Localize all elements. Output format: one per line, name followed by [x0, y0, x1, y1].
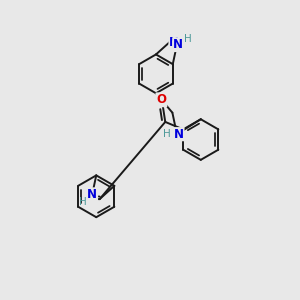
- Text: H: H: [184, 34, 192, 44]
- Text: O: O: [156, 93, 167, 106]
- Text: N: N: [174, 128, 184, 141]
- Text: N: N: [169, 35, 179, 49]
- Text: N: N: [173, 38, 183, 51]
- Text: N: N: [87, 188, 97, 201]
- Text: H: H: [79, 197, 87, 207]
- Text: H: H: [164, 129, 171, 139]
